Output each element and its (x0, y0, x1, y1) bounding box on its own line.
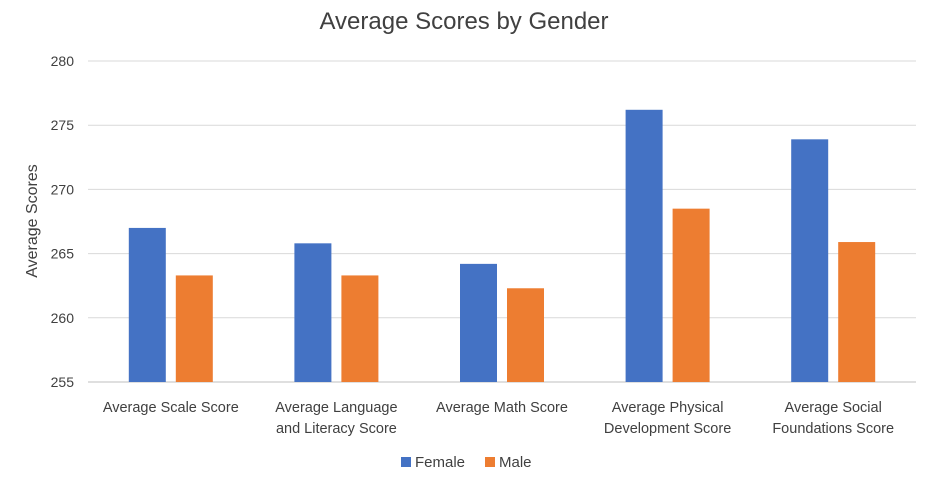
bar-female (791, 139, 829, 382)
bar-male (175, 275, 213, 382)
bar-female (625, 109, 663, 383)
y-tick-label: 265 (51, 246, 75, 262)
bar-male (507, 288, 544, 382)
chart-title: Average Scores by Gender (319, 8, 608, 35)
y-tick-label: 280 (51, 53, 75, 69)
y-tick-label: 270 (51, 181, 75, 197)
y-tick-label: 275 (51, 117, 75, 133)
y-tick-label: 260 (51, 310, 75, 326)
legend-swatch-female (401, 457, 411, 467)
x-category-label: Average Math Score (436, 400, 568, 416)
y-axis-label: Average Scores (24, 164, 41, 278)
legend-label-male: Male (499, 454, 532, 471)
x-axis-categories: Average Scale Score Average Language and L… (103, 400, 894, 437)
x-category-label: Average Scale Score (103, 400, 239, 416)
gridlines (88, 60, 916, 383)
bar-female (128, 227, 166, 382)
x-category-label: Average Social Foundations Score (772, 400, 894, 437)
bar-female (294, 243, 332, 382)
bar-male (672, 208, 710, 382)
bars (128, 109, 876, 383)
bar-female (460, 263, 497, 382)
x-category-label: Average Language and Literacy Score (275, 400, 397, 437)
legend-swatch-male (485, 457, 495, 467)
legend-label-female: Female (415, 454, 465, 471)
bar-male (838, 242, 876, 382)
bar-male (341, 275, 379, 382)
y-tick-label: 255 (51, 374, 75, 390)
x-category-label: Average Physical Development Score (604, 400, 731, 437)
y-axis-ticks: 255 260 265 270 275 280 (51, 53, 75, 390)
legend: Female Male (401, 454, 532, 471)
